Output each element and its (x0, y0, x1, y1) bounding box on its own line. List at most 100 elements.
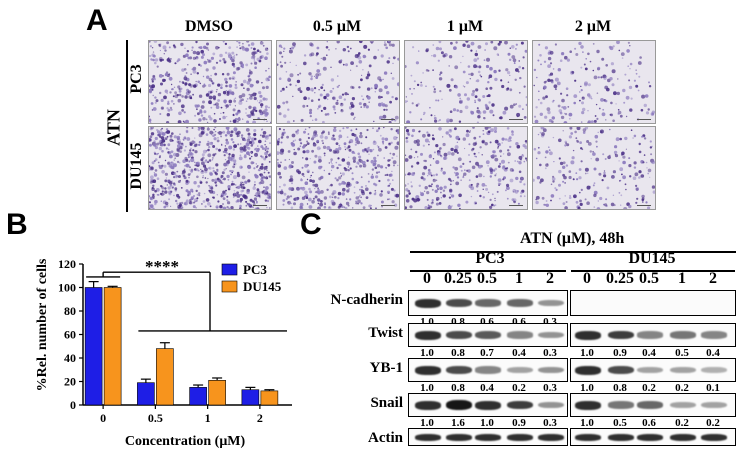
bar-du145 (156, 348, 174, 406)
band-quantification: 1.0 (420, 347, 434, 359)
scale-bar (637, 119, 651, 120)
blot-band (538, 331, 564, 339)
blot-band (575, 330, 601, 340)
bar-pc3 (189, 387, 207, 406)
col-header-0-5um: 0.5 μM (312, 18, 362, 35)
band-quantification: 0.1 (706, 382, 720, 394)
pc3-underline (410, 270, 566, 272)
blot-band (415, 400, 441, 410)
band-quantification: 0.3 (543, 417, 557, 429)
blot-band (538, 299, 564, 307)
bar-du145 (103, 287, 122, 406)
blot-band (415, 433, 441, 441)
treatment-label: ATN (103, 109, 124, 146)
bar-chart: %Rel. number of cells Concentration (μM)… (35, 257, 292, 449)
band-quantification: 1.0 (580, 382, 594, 394)
micrograph-pc3-0 (148, 40, 272, 124)
lane-header-pc3: 0.5 (477, 270, 497, 287)
chart-legend: PC3 DU145 (221, 262, 282, 294)
x-tick-label: 0 (100, 411, 106, 425)
y-tick-label: 20 (64, 375, 76, 389)
blot-frame-du145 (570, 290, 736, 316)
blot-band (538, 401, 564, 409)
band-quantification: 0.2 (675, 382, 689, 394)
blot-band (575, 365, 601, 375)
col-header-2um: 2 μM (574, 18, 612, 35)
band-quantification: 1.0 (420, 417, 434, 429)
legend-swatch-du145 (221, 280, 238, 293)
du145-underline (571, 270, 735, 272)
blot-band (415, 298, 441, 308)
blot-title-underline (410, 251, 736, 253)
band-quantification: 1.0 (580, 347, 594, 359)
blot-band (637, 433, 663, 441)
bar-du145 (260, 390, 279, 406)
blot-band (538, 366, 564, 374)
micrograph-du145-0 (148, 126, 272, 210)
x-axis-label: Concentration (μM) (125, 434, 246, 449)
micrograph-pc3-1 (276, 40, 400, 124)
blot-band (475, 400, 501, 410)
blot-frame-pc3 (408, 358, 568, 382)
band-quantification: 0.9 (512, 417, 526, 429)
blot-label-yb-1: YB-1 (369, 360, 403, 376)
lane-header-pc3: 1 (515, 270, 523, 287)
band-quantification: 0.4 (642, 347, 656, 359)
y-tick-label: 120 (58, 257, 76, 271)
scale-bar (253, 205, 267, 206)
blot-band (701, 401, 727, 409)
blot-band (608, 330, 634, 340)
bar-pc3 (84, 287, 103, 406)
blot-band (608, 365, 634, 375)
legend-label-du145: DU145 (243, 279, 282, 294)
blot-frame-pc3 (408, 393, 568, 417)
blot-band (637, 331, 663, 339)
band-quantification: 1.0 (480, 417, 494, 429)
blot-band (475, 299, 501, 307)
blot-label-twist: Twist (368, 325, 403, 341)
lane-header-du145: 1 (678, 270, 686, 287)
blot-frame-pc3 (408, 290, 568, 316)
scale-bar (381, 205, 395, 206)
band-quantification: 0.8 (451, 382, 465, 394)
legend-label-pc3: PC3 (243, 262, 267, 277)
blot-band (637, 366, 663, 374)
blot-band (670, 433, 696, 441)
y-tick-label: 0 (70, 398, 76, 412)
cell-line-pc3: PC3 (475, 250, 505, 267)
bar-du145 (208, 380, 226, 406)
bar-pc3 (241, 389, 260, 406)
lane-header-pc3: 2 (546, 270, 554, 287)
lane-header-du145: 0.5 (639, 270, 659, 287)
band-quantification: 0.5 (613, 417, 627, 429)
band-quantification: 0.2 (512, 382, 526, 394)
band-quantification: 0.2 (642, 382, 656, 394)
blot-band (475, 330, 501, 340)
panel-c-letter: C (300, 208, 322, 241)
micrograph-du145-2 (404, 126, 528, 210)
y-tick-label: 100 (58, 281, 76, 295)
blot-band (446, 433, 472, 441)
blot-band (701, 433, 727, 441)
row-label-du145: DU145 (128, 142, 145, 190)
band-quantification: 0.4 (480, 382, 494, 394)
x-tick-label: 2 (257, 411, 263, 425)
blot-band (415, 330, 441, 340)
blot-band (608, 433, 634, 441)
scale-bar (253, 119, 267, 120)
blot-band (507, 331, 533, 339)
blot-band (701, 331, 727, 339)
blot-label-snail: Snail (370, 395, 403, 411)
panel-b-letter: B (6, 208, 28, 241)
y-tick-label: 40 (64, 351, 76, 365)
blot-frame-du145 (570, 393, 736, 417)
lane-header-pc3: 0.25 (444, 270, 472, 287)
row-label-pc3: PC3 (128, 64, 145, 94)
blot-label-n-cadherin: N-cadherin (330, 292, 404, 308)
micrograph-du145-3 (532, 126, 656, 210)
blot-band (608, 401, 634, 409)
lane-header-du145: 0 (583, 270, 591, 287)
blot-band (446, 298, 472, 308)
x-tick-label: 1 (205, 411, 211, 425)
lane-header-du145: 0.25 (606, 270, 634, 287)
